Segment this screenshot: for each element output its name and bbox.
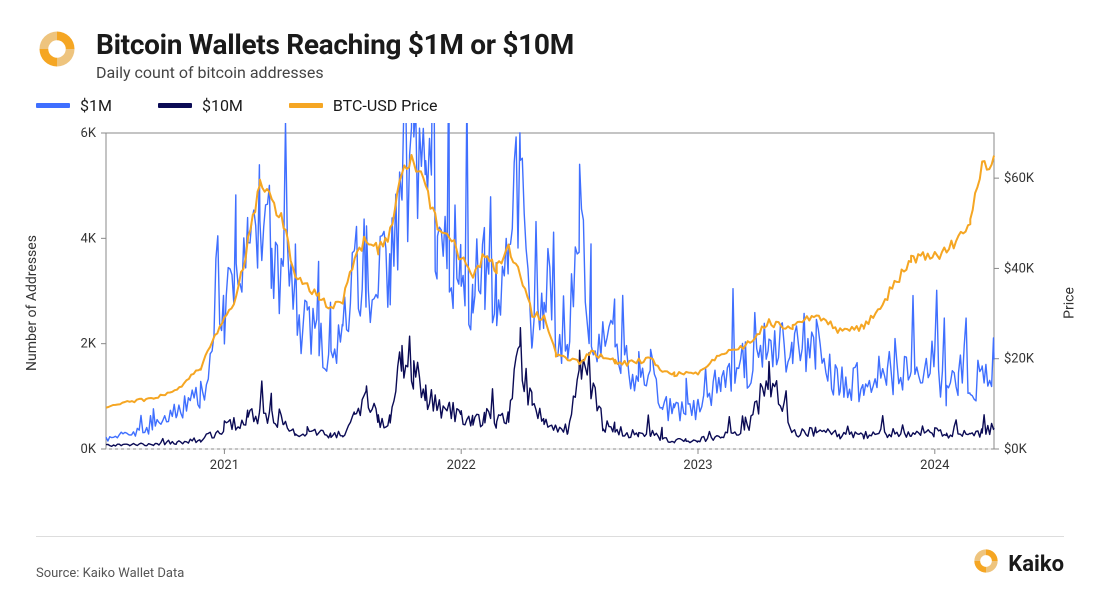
chart-title: Bitcoin Wallets Reaching $1M or $10M bbox=[96, 28, 574, 61]
svg-text:$40K: $40K bbox=[1004, 261, 1035, 276]
y-axis-right-label: Price bbox=[1062, 287, 1078, 319]
legend-swatch-10m bbox=[158, 103, 192, 108]
svg-text:2022: 2022 bbox=[447, 458, 476, 473]
header: Bitcoin Wallets Reaching $1M or $10M Dai… bbox=[36, 28, 1064, 82]
svg-text:2021: 2021 bbox=[210, 458, 239, 473]
legend-item-1m: $1M bbox=[36, 96, 112, 115]
svg-text:2023: 2023 bbox=[683, 458, 712, 473]
legend-item-price: BTC-USD Price bbox=[289, 96, 438, 115]
legend-swatch-1m bbox=[36, 103, 70, 108]
svg-text:2K: 2K bbox=[81, 337, 97, 352]
legend: $1M $10M BTC-USD Price bbox=[36, 96, 1064, 115]
brand-name: Kaiko bbox=[1008, 552, 1064, 577]
legend-item-10m: $10M bbox=[158, 96, 243, 115]
svg-text:$0K: $0K bbox=[1004, 442, 1028, 457]
svg-text:$60K: $60K bbox=[1004, 171, 1035, 186]
svg-text:6K: 6K bbox=[81, 126, 97, 141]
legend-label-10m: $10M bbox=[202, 96, 243, 115]
kaiko-logo-icon bbox=[36, 28, 78, 70]
source-text: Source: Kaiko Wallet Data bbox=[36, 566, 184, 581]
legend-label-price: BTC-USD Price bbox=[333, 96, 438, 115]
svg-text:0K: 0K bbox=[81, 442, 97, 457]
kaiko-logo-icon bbox=[972, 547, 1000, 581]
legend-label-1m: $1M bbox=[80, 96, 112, 115]
chart-subtitle: Daily count of bitcoin addresses bbox=[96, 63, 574, 82]
chart-svg: 0K 2K 4K 6K $0K $20K $40K $60K 2021 2022 2023 2024 bbox=[36, 123, 1064, 483]
svg-text:$20K: $20K bbox=[1004, 352, 1035, 367]
brand: Kaiko bbox=[972, 547, 1064, 581]
svg-text:4K: 4K bbox=[81, 231, 97, 246]
legend-swatch-price bbox=[289, 103, 323, 108]
svg-text:2024: 2024 bbox=[920, 458, 950, 473]
chart: Number of Addresses Price 0K2K4K6K$0K$20… bbox=[36, 123, 1064, 483]
